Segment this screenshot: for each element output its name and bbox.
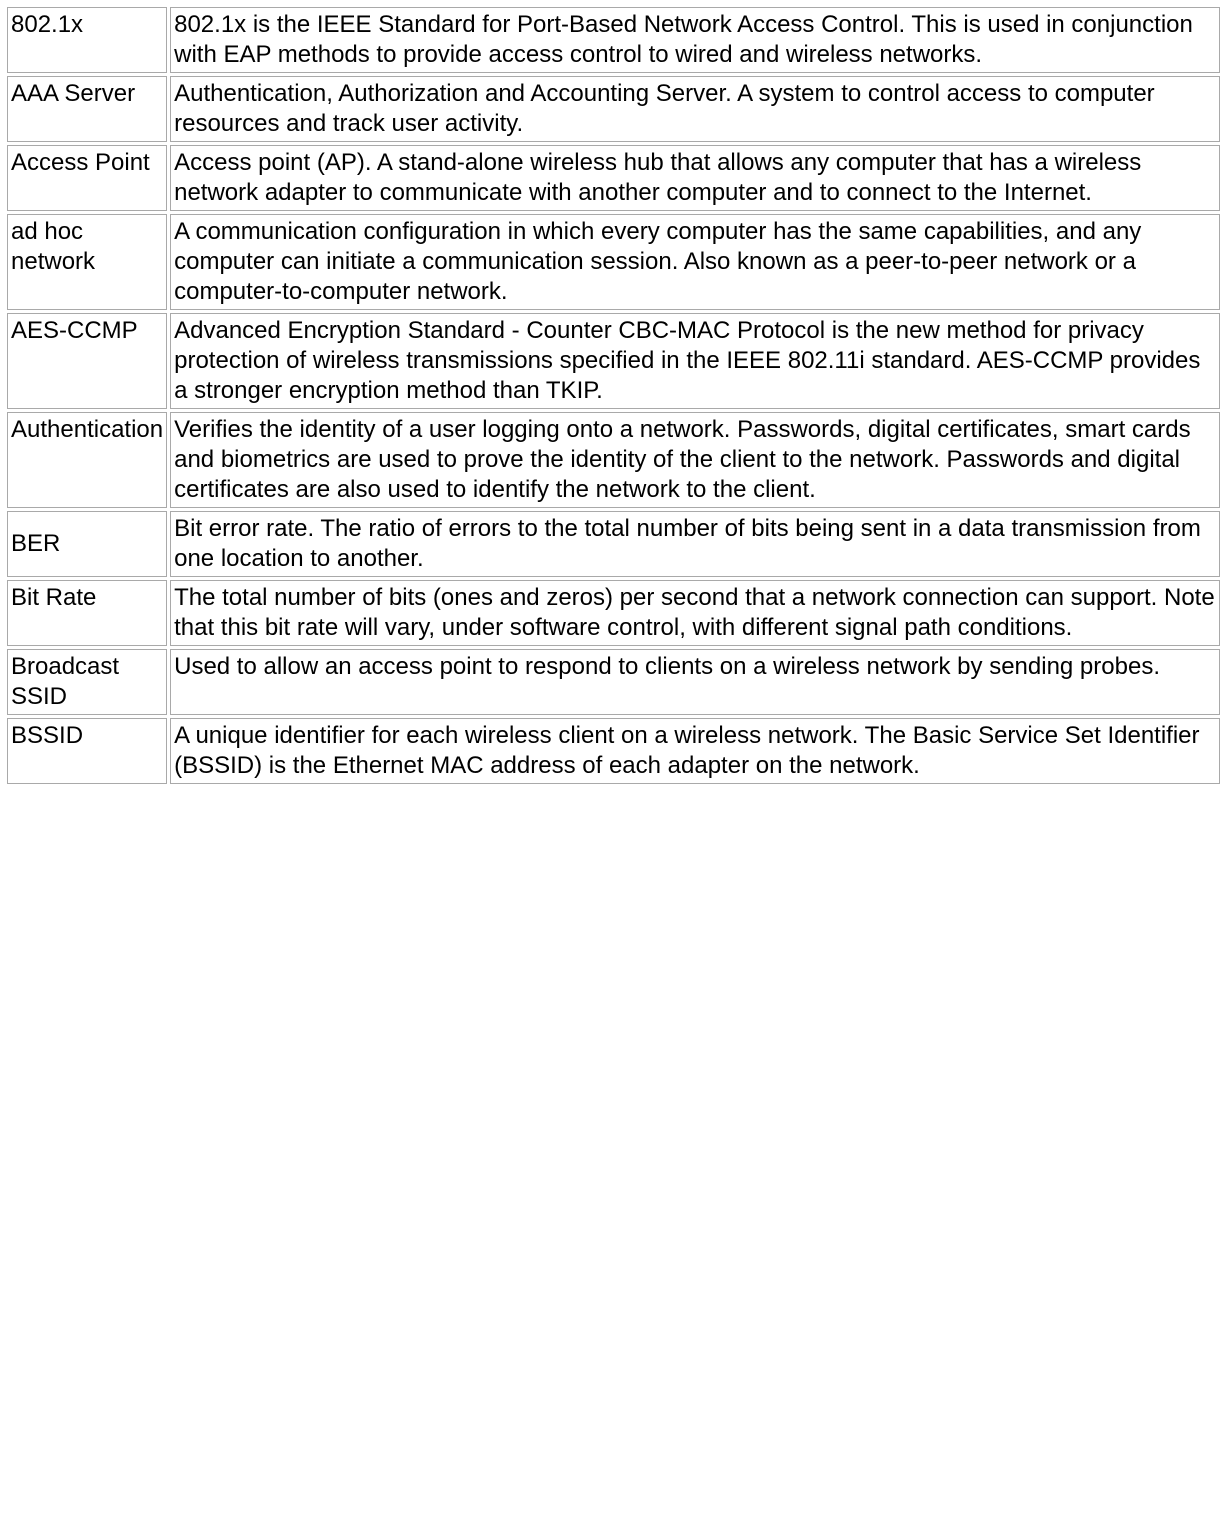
definition-cell: Verifies the identity of a user logging … xyxy=(170,412,1220,508)
glossary-body: 802.1x 802.1x is the IEEE Standard for P… xyxy=(7,7,1220,784)
table-row: Access Point Access point (AP). A stand-… xyxy=(7,145,1220,211)
definition-cell: Access point (AP). A stand-alone wireles… xyxy=(170,145,1220,211)
term-cell: AAA Server xyxy=(7,76,167,142)
term-cell: 802.1x xyxy=(7,7,167,73)
term-cell: BSSID xyxy=(7,718,167,784)
term-cell: Authentication xyxy=(7,412,167,508)
term-cell: BER xyxy=(7,511,167,577)
term-cell: Access Point xyxy=(7,145,167,211)
table-row: ad hoc network A communication configura… xyxy=(7,214,1220,310)
definition-cell: 802.1x is the IEEE Standard for Port-Bas… xyxy=(170,7,1220,73)
table-row: BER Bit error rate. The ratio of errors … xyxy=(7,511,1220,577)
definition-cell: Used to allow an access point to respond… xyxy=(170,649,1220,715)
definition-cell: Advanced Encryption Standard - Counter C… xyxy=(170,313,1220,409)
table-row: BSSID A unique identifier for each wirel… xyxy=(7,718,1220,784)
definition-cell: A unique identifier for each wireless cl… xyxy=(170,718,1220,784)
table-row: Bit Rate The total number of bits (ones … xyxy=(7,580,1220,646)
table-row: Authentication Verifies the identity of … xyxy=(7,412,1220,508)
definition-cell: The total number of bits (ones and zeros… xyxy=(170,580,1220,646)
table-row: 802.1x 802.1x is the IEEE Standard for P… xyxy=(7,7,1220,73)
definition-cell: Bit error rate. The ratio of errors to t… xyxy=(170,511,1220,577)
table-row: Broadcast SSID Used to allow an access p… xyxy=(7,649,1220,715)
term-cell: Broadcast SSID xyxy=(7,649,167,715)
definition-cell: A communication configuration in which e… xyxy=(170,214,1220,310)
term-cell: Bit Rate xyxy=(7,580,167,646)
table-row: AES-CCMP Advanced Encryption Standard - … xyxy=(7,313,1220,409)
definition-cell: Authentication, Authorization and Accoun… xyxy=(170,76,1220,142)
table-row: AAA Server Authentication, Authorization… xyxy=(7,76,1220,142)
term-cell: AES-CCMP xyxy=(7,313,167,409)
glossary-table: 802.1x 802.1x is the IEEE Standard for P… xyxy=(4,4,1223,787)
term-cell: ad hoc network xyxy=(7,214,167,310)
